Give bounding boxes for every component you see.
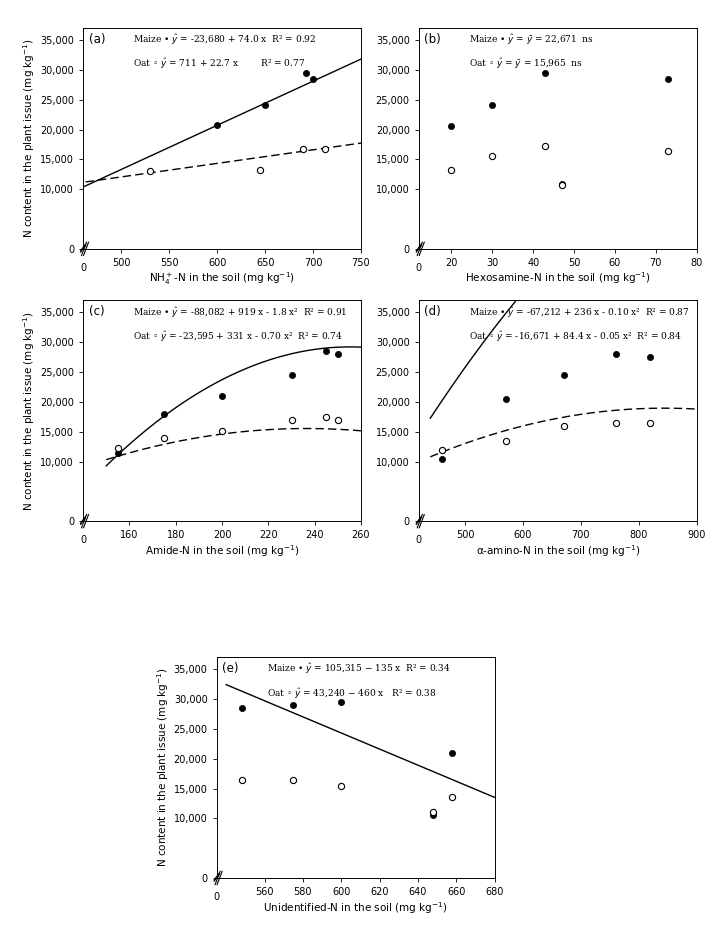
Point	[487, 98, 498, 113]
Point	[300, 66, 312, 81]
Point	[236, 700, 248, 716]
Text: 0: 0	[80, 535, 86, 546]
X-axis label: Hexosamine-N in the soil (mg kg$^{-1}$): Hexosamine-N in the soil (mg kg$^{-1}$)	[465, 270, 651, 286]
Point	[321, 344, 332, 359]
Point	[558, 367, 570, 382]
Point	[427, 805, 439, 820]
Point	[427, 808, 439, 823]
Point	[336, 695, 347, 710]
Point	[287, 772, 299, 787]
Point	[662, 71, 674, 86]
Point	[436, 442, 448, 457]
Point	[487, 149, 498, 164]
Point	[540, 66, 552, 81]
X-axis label: Unidentified-N in the soil (mg kg$^{-1}$): Unidentified-N in the soil (mg kg$^{-1}$…	[264, 900, 448, 916]
Text: Maize • $\hat{y}$ = -67,212 + 236 x - 0.10 x²  R² = 0.87: Maize • $\hat{y}$ = -67,212 + 236 x - 0.…	[469, 305, 690, 319]
Text: 0: 0	[214, 892, 219, 902]
Text: (e): (e)	[222, 662, 239, 675]
Point	[158, 407, 170, 422]
Y-axis label: N content in the plant issue (mg kg$^{-1}$): N content in the plant issue (mg kg$^{-1…	[22, 311, 38, 511]
Point	[447, 746, 458, 761]
Point	[445, 118, 457, 133]
Point	[255, 162, 266, 177]
Text: Maize • $\hat{y}$ = -88,082 + 919 x - 1.8 x²  R² = 0.91: Maize • $\hat{y}$ = -88,082 + 919 x - 1.…	[133, 305, 347, 319]
Point	[332, 346, 344, 362]
Text: Oat ◦ $\hat{y}$ = 43,240 − 460 x   R² = 0.38: Oat ◦ $\hat{y}$ = 43,240 − 460 x R² = 0.…	[266, 686, 436, 700]
Point	[500, 392, 511, 407]
Y-axis label: N content in the plant issue (mg kg$^{-1}$): N content in the plant issue (mg kg$^{-1…	[22, 38, 38, 239]
Point	[610, 346, 622, 362]
Text: Oat ◦ $\hat{y}$ = $\bar{y}$ = 15,965  ns: Oat ◦ $\hat{y}$ = $\bar{y}$ = 15,965 ns	[469, 57, 583, 71]
Point	[212, 118, 223, 133]
Text: Maize • $\hat{y}$ = 105,315 − 135 x  R² = 0.34: Maize • $\hat{y}$ = 105,315 − 135 x R² =…	[266, 662, 451, 676]
X-axis label: Amide-N in the soil (mg kg$^{-1}$): Amide-N in the soil (mg kg$^{-1}$)	[144, 543, 300, 559]
Point	[662, 144, 674, 159]
Text: (d): (d)	[425, 305, 441, 318]
Point	[286, 412, 297, 427]
Point	[332, 412, 344, 427]
Point	[556, 177, 567, 192]
Point	[297, 141, 309, 156]
Text: 0: 0	[80, 263, 86, 273]
Point	[445, 162, 457, 177]
Text: (a): (a)	[89, 33, 105, 46]
Point	[259, 97, 271, 112]
Point	[556, 177, 567, 192]
Point	[540, 139, 552, 154]
Text: (b): (b)	[425, 33, 441, 46]
Point	[319, 142, 331, 157]
X-axis label: NH$_4^+$-N in the soil (mg kg$^{-1}$): NH$_4^+$-N in the soil (mg kg$^{-1}$)	[149, 270, 295, 287]
Point	[287, 698, 299, 713]
Point	[286, 367, 297, 382]
Text: Maize • $\hat{y}$ = -23,680 + 74.0 x  R² = 0.92: Maize • $\hat{y}$ = -23,680 + 74.0 x R² …	[133, 33, 316, 47]
Text: 0: 0	[416, 263, 422, 273]
Point	[336, 778, 347, 793]
Point	[645, 415, 656, 430]
Text: Maize • $\hat{y}$ = $\bar{y}$ = 22,671  ns: Maize • $\hat{y}$ = $\bar{y}$ = 22,671 n…	[469, 33, 593, 47]
Y-axis label: N content in the plant issue (mg kg$^{-1}$): N content in the plant issue (mg kg$^{-1…	[155, 668, 171, 868]
Point	[217, 389, 228, 404]
Point	[112, 445, 123, 460]
Point	[217, 423, 228, 439]
Point	[610, 415, 622, 430]
Text: Oat ◦ $\hat{y}$ = -16,671 + 84.4 x - 0.05 x²  R² = 0.84: Oat ◦ $\hat{y}$ = -16,671 + 84.4 x - 0.0…	[469, 330, 682, 344]
Text: (c): (c)	[89, 305, 104, 318]
Text: Oat ◦ $\hat{y}$ = -23,595 + 331 x - 0.70 x²  R² = 0.74: Oat ◦ $\hat{y}$ = -23,595 + 331 x - 0.70…	[133, 330, 343, 344]
Point	[144, 163, 156, 178]
Point	[447, 790, 458, 805]
Point	[321, 409, 332, 424]
Text: 0: 0	[416, 535, 422, 546]
Point	[645, 349, 656, 364]
Text: Oat ◦ $\hat{y}$ = 711 + 22.7 x        R² = 0.77: Oat ◦ $\hat{y}$ = 711 + 22.7 x R² = 0.77	[133, 57, 305, 71]
Point	[158, 431, 170, 446]
Point	[112, 441, 123, 456]
Point	[558, 418, 570, 433]
Point	[500, 433, 511, 448]
Point	[308, 71, 319, 86]
X-axis label: α-amino-N in the soil (mg kg$^{-1}$): α-amino-N in the soil (mg kg$^{-1}$)	[476, 543, 640, 559]
Point	[236, 772, 248, 787]
Point	[436, 451, 448, 466]
